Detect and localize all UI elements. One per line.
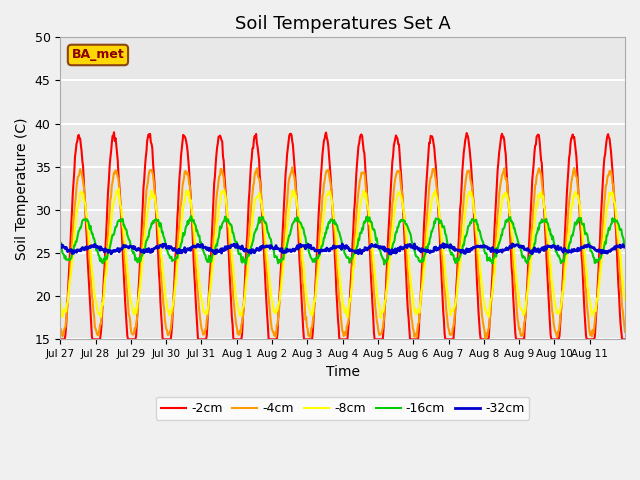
-8cm: [115, 186, 122, 192]
-2cm: [255, 157, 263, 163]
-32cm: [255, 247, 262, 253]
-2cm: [621, 336, 629, 342]
-16cm: [188, 213, 195, 219]
Line: -2cm: -2cm: [60, 132, 625, 339]
-32cm: [402, 242, 410, 248]
-4cm: [227, 252, 234, 258]
-2cm: [402, 261, 410, 266]
-4cm: [289, 165, 296, 170]
-4cm: [255, 175, 262, 180]
-8cm: [434, 201, 442, 206]
-32cm: [56, 243, 64, 249]
-4cm: [276, 299, 284, 305]
Title: Soil Temperatures Set A: Soil Temperatures Set A: [235, 15, 451, 33]
-8cm: [621, 298, 629, 303]
-4cm: [402, 237, 410, 242]
-32cm: [123, 244, 131, 250]
-16cm: [56, 239, 64, 245]
-8cm: [255, 190, 263, 196]
-8cm: [56, 297, 64, 302]
-4cm: [433, 190, 441, 195]
X-axis label: Time: Time: [326, 365, 360, 379]
-2cm: [227, 299, 235, 305]
-32cm: [276, 247, 284, 252]
-2cm: [276, 274, 284, 279]
-16cm: [380, 262, 388, 267]
-4cm: [482, 336, 490, 342]
Text: BA_met: BA_met: [72, 48, 124, 61]
Line: -32cm: -32cm: [60, 244, 625, 254]
-2cm: [433, 187, 441, 193]
Line: -8cm: -8cm: [60, 189, 625, 318]
-16cm: [123, 228, 131, 233]
-8cm: [124, 264, 131, 270]
-2cm: [56, 336, 64, 342]
-4cm: [56, 327, 64, 333]
Y-axis label: Soil Temperature (C): Soil Temperature (C): [15, 117, 29, 260]
-8cm: [276, 290, 284, 296]
-32cm: [621, 244, 629, 250]
-32cm: [227, 245, 234, 251]
Line: -4cm: -4cm: [60, 168, 625, 339]
-32cm: [387, 251, 395, 257]
Legend: -2cm, -4cm, -8cm, -16cm, -32cm: -2cm, -4cm, -8cm, -16cm, -32cm: [156, 397, 529, 420]
-16cm: [621, 240, 629, 245]
-16cm: [276, 260, 284, 265]
-4cm: [621, 329, 629, 335]
-8cm: [227, 244, 235, 250]
-2cm: [110, 130, 118, 135]
-8cm: [377, 315, 385, 321]
-16cm: [434, 216, 442, 222]
-16cm: [403, 221, 410, 227]
Line: -16cm: -16cm: [60, 216, 625, 264]
-8cm: [403, 231, 410, 237]
-16cm: [255, 215, 263, 220]
-16cm: [227, 222, 235, 228]
-32cm: [433, 246, 441, 252]
-2cm: [124, 333, 131, 338]
-32cm: [439, 241, 447, 247]
-4cm: [123, 284, 131, 289]
